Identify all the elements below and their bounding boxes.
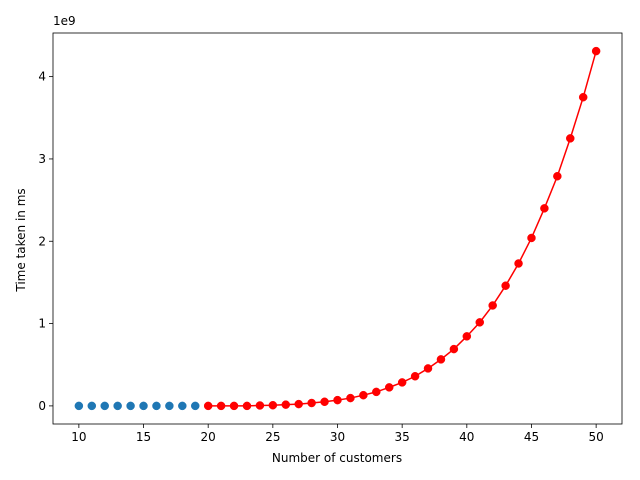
y-tick-label: 1 bbox=[38, 317, 46, 331]
data-point bbox=[384, 383, 394, 392]
x-tick-label: 10 bbox=[71, 430, 86, 444]
data-point bbox=[553, 171, 562, 181]
data-point bbox=[87, 401, 97, 411]
y-axis-label: Time taken in ms bbox=[14, 188, 28, 292]
data-point bbox=[165, 401, 174, 411]
data-point bbox=[203, 401, 213, 411]
data-point bbox=[410, 372, 420, 381]
data-point bbox=[423, 364, 433, 373]
data-point bbox=[255, 401, 265, 410]
data-point bbox=[333, 395, 342, 405]
data-point bbox=[100, 401, 109, 411]
data-point bbox=[242, 401, 252, 411]
data-point bbox=[449, 344, 459, 354]
plot-frame bbox=[52, 32, 623, 425]
data-point bbox=[126, 401, 135, 411]
x-axis-ticks: 10 15 20 25 30 35 40 45 50 bbox=[71, 424, 604, 444]
data-point bbox=[191, 401, 200, 411]
data-point bbox=[216, 401, 226, 411]
x-tick-label: 25 bbox=[265, 430, 280, 444]
y-tick-label: 3 bbox=[38, 152, 46, 166]
data-point bbox=[475, 318, 484, 327]
x-tick-label: 50 bbox=[588, 430, 603, 444]
data-point bbox=[514, 259, 523, 268]
data-point bbox=[229, 401, 239, 411]
x-tick-label: 35 bbox=[395, 430, 410, 444]
data-point bbox=[397, 378, 407, 387]
x-tick-label: 15 bbox=[136, 430, 151, 444]
x-tick-label: 30 bbox=[330, 430, 345, 444]
y-axis-ticks: 0 1 2 3 4 bbox=[38, 70, 53, 413]
data-point bbox=[488, 301, 497, 310]
data-point bbox=[462, 332, 472, 341]
y-offset-label: 1e9 bbox=[53, 14, 76, 28]
data-point bbox=[294, 399, 303, 409]
series-line bbox=[208, 50, 597, 407]
x-tick-label: 40 bbox=[459, 430, 474, 444]
data-point bbox=[436, 355, 446, 364]
y-tick-label: 4 bbox=[38, 70, 46, 84]
data-point bbox=[566, 134, 575, 143]
x-tick-label: 45 bbox=[524, 430, 539, 444]
data-point bbox=[527, 233, 536, 243]
x-axis-label: Number of customers bbox=[272, 451, 402, 465]
data-point bbox=[372, 387, 381, 397]
data-point bbox=[74, 401, 84, 411]
data-point bbox=[268, 400, 278, 410]
data-point bbox=[152, 401, 161, 411]
data-point bbox=[591, 46, 601, 56]
series-layer bbox=[74, 46, 601, 411]
series-1 bbox=[203, 46, 601, 411]
data-point bbox=[281, 400, 291, 409]
data-point bbox=[139, 401, 148, 411]
data-point bbox=[540, 204, 549, 213]
y-tick-label: 2 bbox=[38, 234, 46, 248]
data-point bbox=[320, 397, 329, 407]
data-point bbox=[113, 401, 122, 411]
data-point bbox=[346, 393, 355, 403]
y-tick-label: 0 bbox=[38, 399, 46, 413]
data-point bbox=[307, 398, 316, 408]
data-point bbox=[578, 92, 588, 102]
data-point bbox=[501, 281, 510, 290]
data-point bbox=[178, 401, 187, 411]
x-tick-label: 20 bbox=[201, 430, 216, 444]
series-0 bbox=[74, 401, 200, 411]
data-point bbox=[359, 390, 368, 400]
axes-frame bbox=[52, 32, 623, 425]
